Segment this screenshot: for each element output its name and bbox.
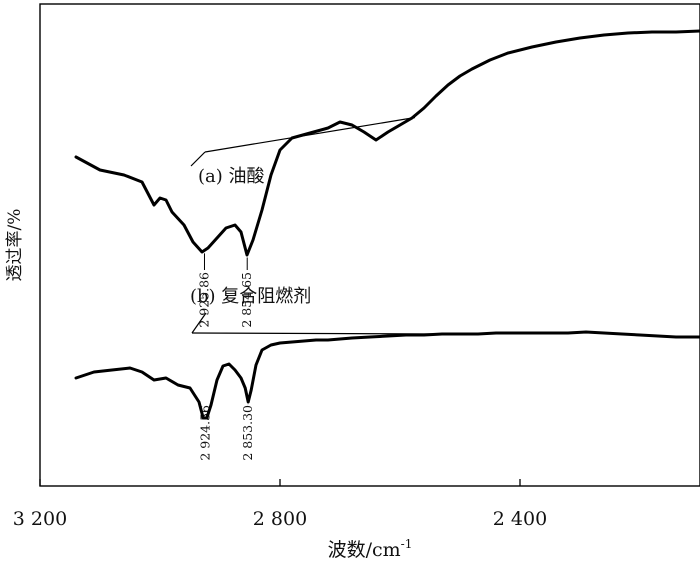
series-label-leader bbox=[190, 151, 206, 167]
peak-label: 2 853.30 bbox=[240, 405, 255, 461]
series-label-b: (b) 复合阻燃剂 bbox=[190, 286, 311, 307]
x-axis-title: 波数/cm-1 bbox=[328, 537, 413, 561]
x-axis-title-text: 波数/cm bbox=[328, 539, 401, 561]
series-label-leader bbox=[191, 332, 443, 335]
y-axis-title: 透过率/% bbox=[5, 209, 25, 282]
spectrum-curves bbox=[74, 29, 700, 420]
x-axis-title-sup: -1 bbox=[401, 537, 413, 551]
series-label-leader bbox=[204, 116, 416, 153]
peak-label: 2 854.65 bbox=[239, 272, 254, 328]
series-label-a: (a) 油酸 bbox=[198, 166, 265, 187]
peak-annotations: 2 925.862 854.651 710.942 924.562 853.30… bbox=[196, 253, 255, 461]
series-label-leader bbox=[191, 312, 207, 334]
peak-label: 2 924.56 bbox=[197, 405, 212, 461]
spectrum-line-b bbox=[74, 330, 700, 420]
x-tick-label: 3 200 bbox=[13, 508, 67, 530]
peak-label: 2 925.86 bbox=[196, 272, 211, 328]
plot-frame bbox=[39, 3, 700, 487]
spectrum-line-a bbox=[74, 29, 700, 257]
x-tick-label: 2 800 bbox=[253, 508, 307, 530]
x-tick-label: 2 400 bbox=[493, 508, 547, 530]
series-labels: (a) 油酸 (b) 复合阻燃剂 bbox=[190, 116, 443, 335]
